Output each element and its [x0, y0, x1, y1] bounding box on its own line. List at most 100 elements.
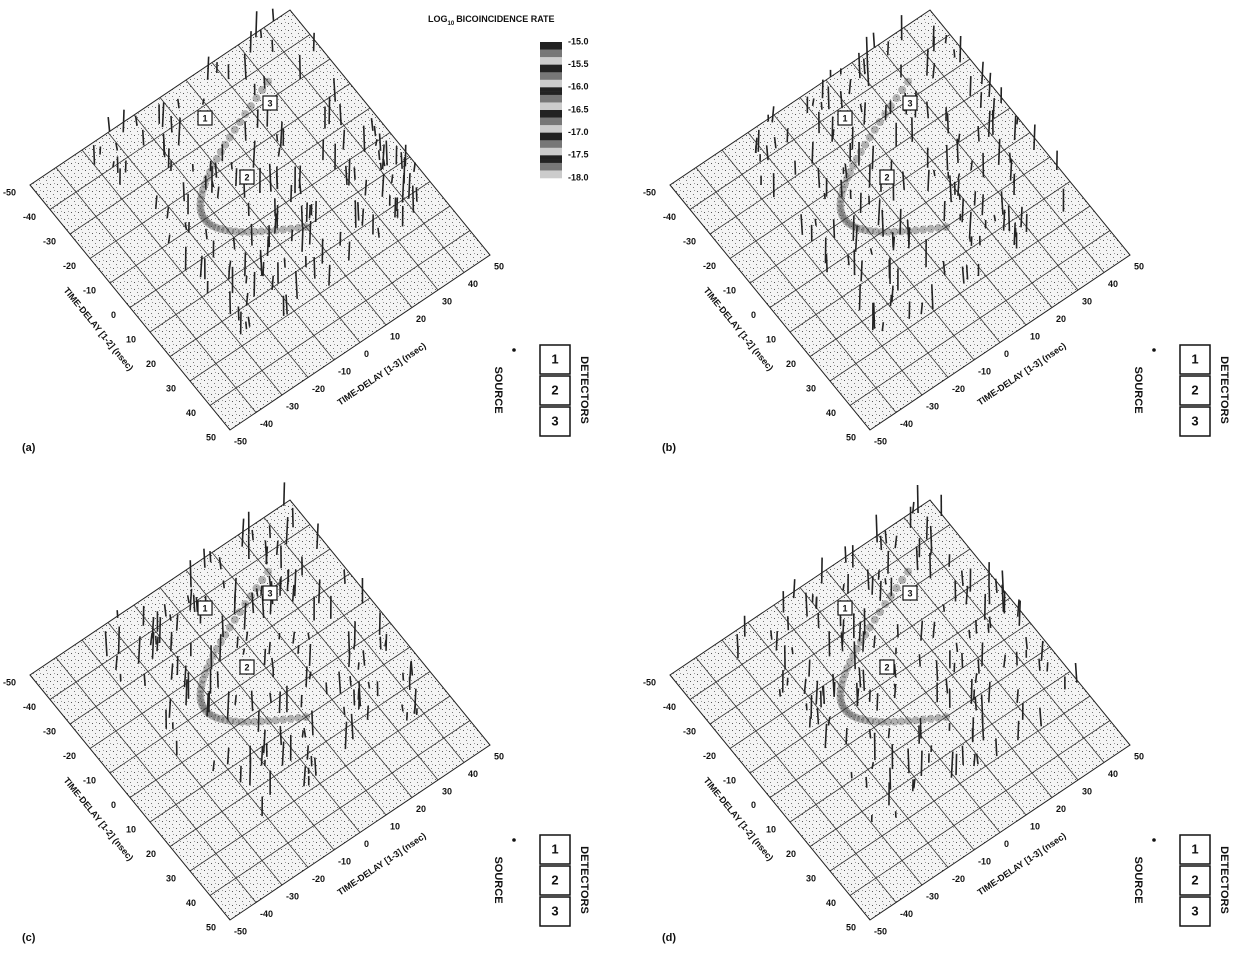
ridge	[852, 713, 861, 722]
x-tick-label: -20	[703, 261, 716, 271]
ridge	[871, 227, 880, 236]
x-tick-label: 40	[826, 898, 836, 908]
spike	[808, 659, 811, 677]
spike	[794, 160, 797, 175]
spike	[390, 174, 394, 183]
spike	[887, 728, 891, 739]
ridge	[892, 94, 901, 103]
spike	[844, 546, 847, 563]
spike	[277, 147, 281, 157]
spike	[205, 228, 208, 240]
ridge	[212, 644, 221, 653]
spike	[115, 655, 118, 670]
marker-label: 3	[267, 588, 272, 598]
ridge	[257, 227, 266, 236]
spike	[353, 167, 356, 180]
y-tick-label: -50	[234, 436, 247, 446]
spike	[314, 757, 317, 776]
spike	[1074, 662, 1078, 683]
spike	[981, 642, 984, 667]
colorbar-tick-label: -15.0	[568, 36, 589, 46]
spike	[285, 294, 288, 315]
spike	[866, 569, 870, 590]
spike	[865, 776, 868, 788]
spike	[402, 672, 405, 681]
spike	[343, 706, 346, 716]
ridge	[264, 77, 272, 86]
spike	[915, 546, 919, 571]
detector-label: 3	[551, 903, 558, 918]
spike	[308, 205, 312, 219]
colorbar-cell	[540, 147, 562, 152]
spike	[385, 140, 388, 166]
spike	[230, 162, 233, 170]
spike	[303, 766, 307, 787]
spike	[308, 221, 312, 245]
spike	[884, 105, 887, 121]
spike	[765, 145, 769, 161]
spike	[242, 648, 246, 655]
spike	[115, 142, 119, 151]
spike	[347, 631, 351, 655]
x-tick-label: -10	[83, 775, 96, 785]
spike	[932, 63, 936, 79]
detector-box	[539, 865, 571, 896]
ridge	[898, 575, 907, 584]
colorbar-title-rest: BICOINCIDENCE RATE	[456, 14, 554, 24]
spike	[929, 548, 933, 556]
spike	[1033, 124, 1036, 151]
spike	[271, 39, 274, 52]
spike	[235, 168, 238, 187]
spike	[232, 237, 236, 250]
spike	[263, 76, 266, 89]
detector-label: 3	[1191, 903, 1198, 918]
spike	[348, 651, 351, 668]
marker-box	[197, 600, 213, 616]
spike	[907, 227, 911, 249]
spike	[163, 604, 167, 617]
colorbar-cell	[540, 128, 562, 133]
spike	[245, 275, 248, 284]
ridge	[252, 584, 261, 593]
spike	[116, 610, 119, 618]
spike	[907, 748, 910, 774]
y-tick-label: -30	[286, 891, 299, 901]
ridge	[271, 716, 280, 725]
spike	[852, 215, 855, 241]
grid-line	[209, 230, 471, 406]
spike	[305, 202, 308, 222]
spike	[855, 682, 859, 707]
spike	[970, 160, 974, 171]
ridge	[200, 670, 209, 679]
x-tick-label: 30	[166, 383, 176, 393]
marker-label: 2	[244, 172, 249, 182]
colorbar-cell	[540, 170, 562, 175]
colorbar-cell	[540, 121, 562, 126]
colorbar-cell	[540, 117, 562, 122]
spike	[234, 694, 237, 705]
spike	[840, 632, 844, 652]
spike	[970, 678, 973, 704]
x-tick-label: 10	[766, 824, 776, 834]
spike	[827, 716, 831, 726]
spike	[983, 593, 987, 620]
ridge	[196, 204, 205, 213]
grid-line	[159, 587, 361, 833]
ridge	[279, 225, 288, 234]
spike	[222, 580, 226, 589]
ridge	[911, 716, 920, 725]
spike	[876, 693, 879, 711]
colorbar-cell	[540, 140, 562, 145]
spike	[257, 710, 260, 732]
grid-line	[185, 569, 387, 816]
spike	[1017, 720, 1020, 741]
panel-label: (b)	[662, 442, 676, 454]
x-tick-label: 30	[166, 873, 176, 883]
spike	[353, 689, 356, 706]
ridge	[197, 698, 206, 707]
y-tick-label: 50	[494, 261, 504, 271]
ridge	[861, 140, 870, 149]
spike	[815, 680, 819, 705]
spike	[400, 152, 403, 169]
spike	[407, 173, 411, 199]
